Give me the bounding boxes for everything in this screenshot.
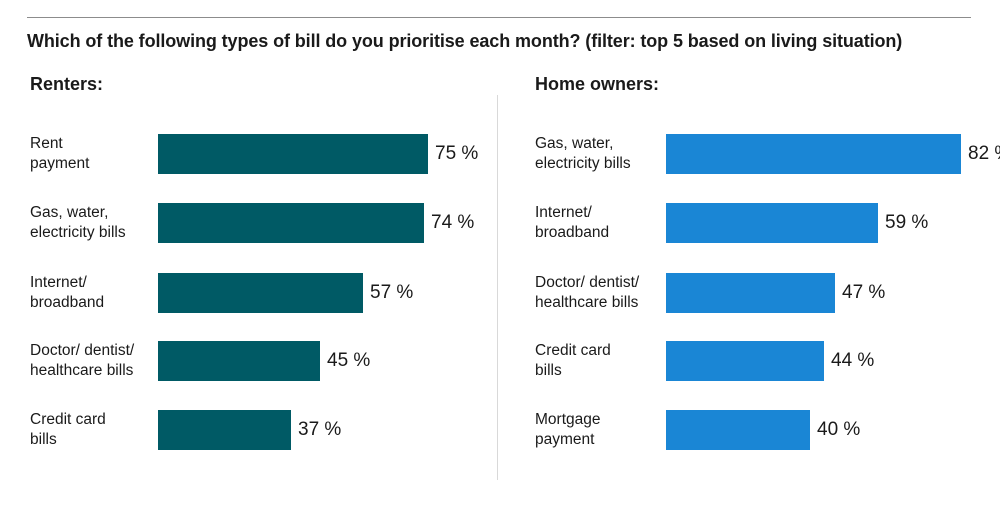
value-label: 44 % (831, 350, 875, 371)
renters-bar-row: Gas, water, electricity bills 74 % (30, 203, 490, 243)
category-label-line: electricity bills (535, 155, 631, 172)
value-label: 74 % (431, 212, 475, 233)
category-label-line: Mortgage (535, 411, 601, 428)
category-label-line: Doctor/ dentist/ (30, 342, 135, 359)
category-label-line: Credit card (30, 411, 106, 428)
category-label: Doctor/ dentist/healthcare bills (535, 273, 660, 313)
renters-bar-row: Credit card bills 37 % (30, 410, 490, 450)
category-label: Rent payment (30, 134, 155, 174)
category-label-line: Rent (30, 135, 63, 152)
value-label: 40 % (817, 419, 861, 440)
category-label: Internet/broadband (30, 273, 155, 313)
bar (666, 410, 810, 450)
value-label: 75 % (435, 143, 479, 164)
bar (158, 134, 428, 174)
home-owners-bar-row: Mortgage payment 40 % (535, 410, 995, 450)
bar (666, 273, 835, 313)
category-label-line: bills (535, 362, 562, 379)
value-label: 57 % (370, 282, 414, 303)
category-label-line: Internet/ (535, 204, 592, 221)
home-owners-bar-row: Credit card bills 44 % (535, 341, 995, 381)
bar (158, 410, 291, 450)
category-label-line: Gas, water, (30, 204, 109, 221)
renters-bar-row: Doctor/ dentist/healthcare bills 45 % (30, 341, 490, 381)
category-label-line: payment (535, 431, 595, 448)
category-label-line: bills (30, 431, 57, 448)
category-label-line: broadband (535, 224, 610, 241)
panel-divider (497, 95, 498, 480)
category-label-line: broadband (30, 294, 105, 311)
category-label-line: Internet/ (30, 274, 87, 291)
home-owners-heading: Home owners: (535, 74, 660, 94)
value-label: 59 % (885, 212, 929, 233)
category-label: Gas, water, electricity bills (535, 134, 660, 174)
bar (666, 341, 824, 381)
home-owners-bar-row: Internet/broadband 59 % (535, 203, 995, 243)
bar (666, 203, 878, 243)
value-label: 45 % (327, 350, 371, 371)
renters-bar-row: Internet/broadband 57 % (30, 273, 490, 313)
bar (158, 273, 363, 313)
renters-bar-row: Rent payment 75 % (30, 134, 490, 174)
category-label: Gas, water, electricity bills (30, 203, 155, 243)
category-label-line: payment (30, 155, 90, 172)
category-label-line: Credit card (535, 342, 611, 359)
value-label: 82 % (968, 143, 1000, 164)
category-label: Credit card bills (535, 341, 660, 381)
category-label-line: healthcare bills (535, 294, 639, 311)
bar (158, 341, 320, 381)
category-label-line: electricity bills (30, 224, 126, 241)
category-label: Mortgage payment (535, 410, 660, 450)
renters-heading: Renters: (30, 74, 104, 94)
category-label: Internet/broadband (535, 203, 660, 243)
top-rule (27, 17, 971, 18)
value-label: 47 % (842, 282, 886, 303)
home-owners-bar-row: Doctor/ dentist/healthcare bills 47 % (535, 273, 995, 313)
category-label-line: Gas, water, (535, 135, 614, 152)
bar (666, 134, 961, 174)
chart-title: Which of the following types of bill do … (27, 31, 903, 51)
value-label: 37 % (298, 419, 342, 440)
category-label: Credit card bills (30, 410, 155, 450)
category-label: Doctor/ dentist/healthcare bills (30, 341, 155, 381)
category-label-line: Doctor/ dentist/ (535, 274, 640, 291)
category-label-line: healthcare bills (30, 362, 134, 379)
home-owners-bar-row: Gas, water, electricity bills 82 % (535, 134, 1000, 174)
bar (158, 203, 424, 243)
